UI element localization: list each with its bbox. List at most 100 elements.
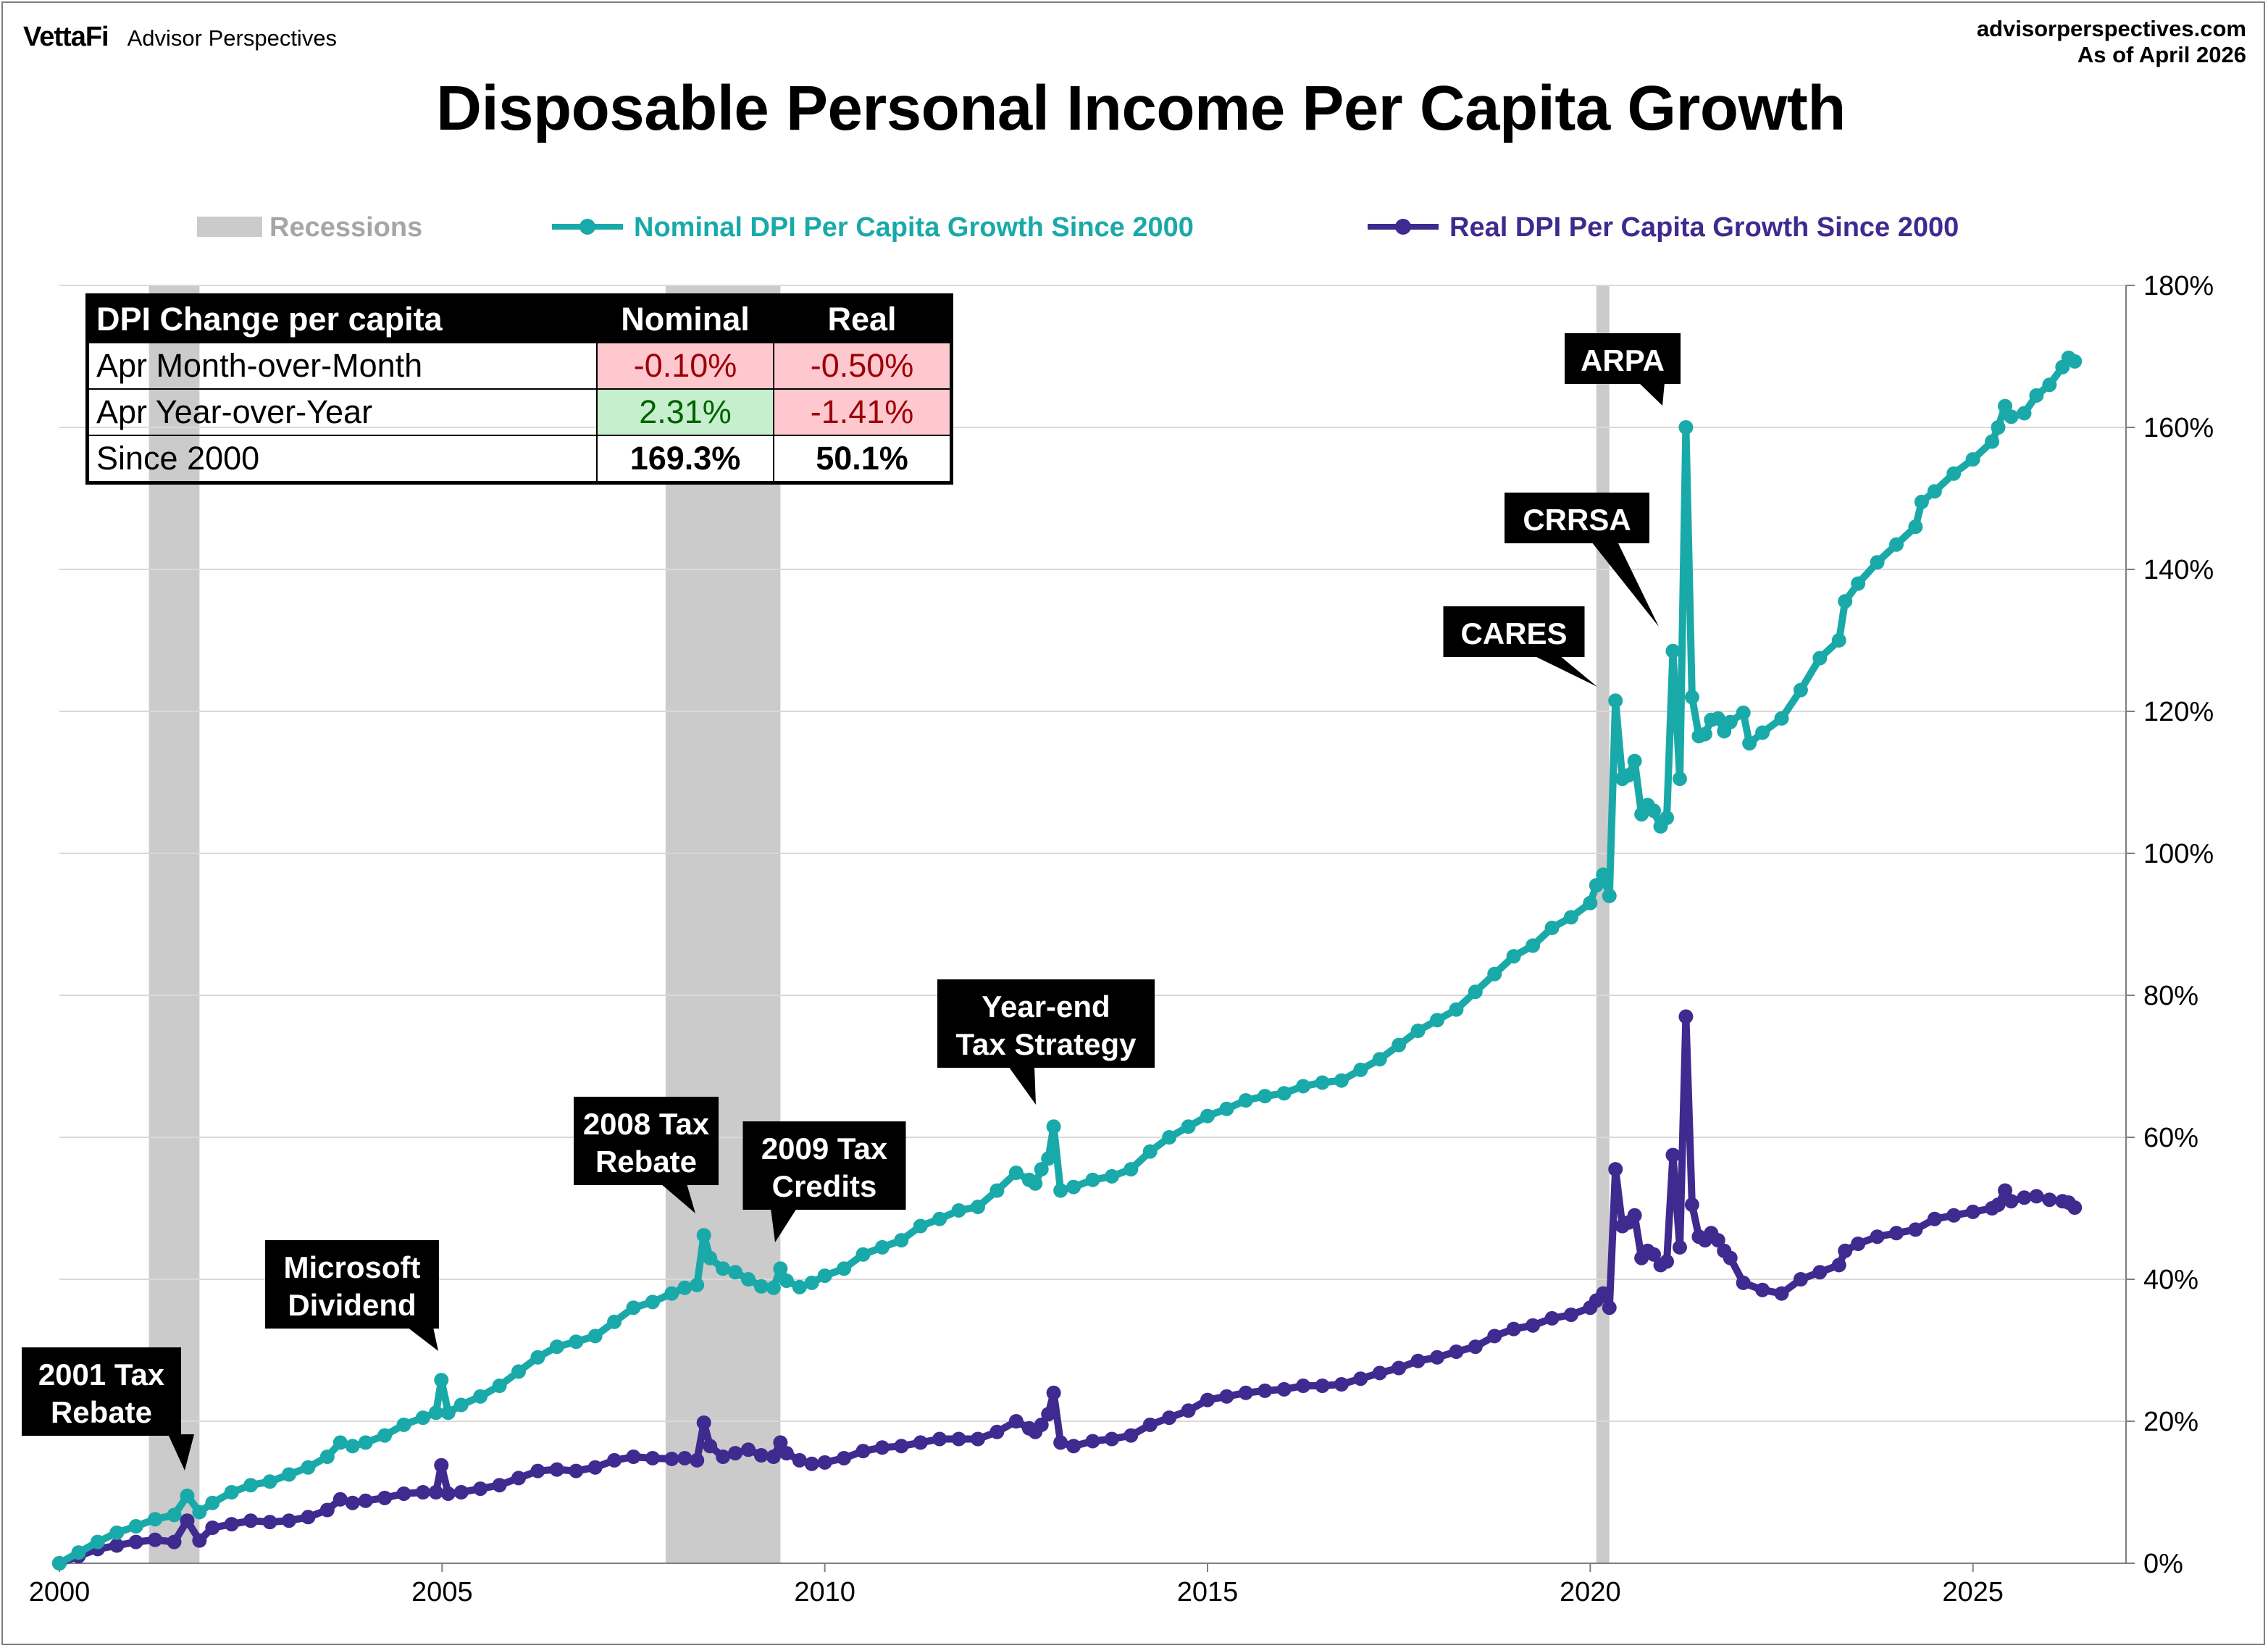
x-tick-label: 2025 [1942, 1577, 2004, 1607]
data-point [913, 1435, 928, 1450]
callout-pointer [661, 1184, 695, 1213]
data-point [1181, 1403, 1196, 1418]
data-point [396, 1417, 411, 1432]
data-point [855, 1247, 871, 1262]
data-point [1468, 984, 1483, 1000]
data-point [1602, 888, 1617, 903]
callout: ARPA [1565, 333, 1681, 406]
data-point [301, 1460, 316, 1475]
data-point [415, 1410, 430, 1426]
y-tick-label: 100% [2143, 839, 2214, 869]
data-point [530, 1350, 545, 1365]
data-point [766, 1450, 781, 1464]
data-point [1276, 1381, 1292, 1397]
data-point [1985, 434, 2000, 449]
callout-label: Microsoft [284, 1250, 421, 1284]
callout: CRRSA [1505, 493, 1659, 627]
callout-box [574, 1097, 719, 1185]
table-cell: Apr Month-over-Month [86, 342, 598, 390]
data-point [971, 1200, 985, 1215]
data-point [1946, 466, 1962, 481]
source-site: advisorperspectives.com [1976, 16, 2246, 41]
data-point [1870, 1229, 1885, 1245]
data-point [492, 1379, 507, 1393]
data-point [1583, 895, 1598, 911]
table-cell: -1.41% [773, 388, 953, 436]
x-tick-label: 2010 [794, 1577, 855, 1607]
y-tick-label: 60% [2143, 1123, 2198, 1153]
data-point [817, 1455, 832, 1470]
data-point [1008, 1414, 1024, 1429]
data-point [874, 1239, 890, 1255]
source-block: advisorperspectives.com As of April 2026 [1977, 16, 2246, 68]
data-point [453, 1397, 469, 1413]
data-point [677, 1450, 692, 1465]
data-point [109, 1525, 125, 1540]
y-tick-label: 80% [2143, 981, 2198, 1011]
chart-title: Disposable Personal Income Per Capita Gr… [436, 73, 1846, 143]
data-point [52, 1556, 67, 1570]
data-point [753, 1279, 769, 1294]
callout-pointer [771, 1208, 797, 1242]
data-point [855, 1444, 871, 1459]
data-point [1353, 1062, 1368, 1077]
data-point [428, 1405, 443, 1421]
data-point [989, 1183, 1005, 1198]
data-point [1812, 1265, 1828, 1280]
data-point [1838, 594, 1853, 609]
data-point [607, 1452, 622, 1468]
data-point [192, 1533, 207, 1548]
data-point [1755, 1282, 1770, 1297]
data-point [1665, 1147, 1681, 1163]
data-point [1334, 1073, 1349, 1088]
callout-box [1565, 333, 1681, 384]
data-point [1258, 1089, 1273, 1104]
data-point [205, 1495, 220, 1510]
data-point [1162, 1410, 1177, 1426]
y-tick-label: 120% [2143, 697, 2214, 727]
data-point [837, 1261, 852, 1276]
data-point [434, 1373, 449, 1388]
data-point [549, 1339, 564, 1355]
data-point [262, 1515, 277, 1530]
data-point [1296, 1079, 1311, 1094]
callout-label: Year-end [982, 990, 1110, 1024]
x-tick-label: 2020 [1560, 1577, 1621, 1607]
data-point [1123, 1162, 1139, 1177]
data-point [690, 1277, 705, 1292]
table-row: Apr Month-over-Month -0.10% -0.50% [86, 342, 953, 390]
data-point [1889, 537, 1904, 552]
data-point [1296, 1379, 1311, 1393]
table-row: Apr Year-over-Year 2.31% -1.41% [86, 388, 953, 436]
callout-label: CRRSA [1523, 503, 1631, 537]
data-point [1487, 966, 1502, 982]
data-point [345, 1495, 360, 1510]
data-point [1774, 711, 1789, 726]
table-cell: -0.50% [773, 342, 953, 390]
data-point [779, 1273, 794, 1288]
data-point [932, 1431, 947, 1447]
table-header: Nominal [596, 294, 774, 343]
data-point [792, 1452, 807, 1468]
table-cell: -0.10% [596, 342, 774, 390]
as-of-date: As of April 2026 [2077, 42, 2246, 67]
data-point [971, 1431, 985, 1447]
data-point [1066, 1439, 1081, 1454]
data-point [1998, 398, 2013, 414]
data-point [1627, 753, 1642, 769]
legend-swatch-recessions [197, 217, 262, 237]
data-point [1041, 1407, 1056, 1422]
data-point [1449, 1002, 1464, 1017]
data-point [1646, 803, 1662, 819]
data-point [1315, 1075, 1330, 1090]
data-point [1123, 1428, 1139, 1443]
data-point [1596, 1286, 1611, 1301]
data-point [377, 1428, 393, 1443]
data-point [180, 1513, 195, 1528]
data-point [1838, 1243, 1853, 1258]
data-point [1258, 1383, 1273, 1398]
data-point [1034, 1162, 1049, 1177]
callout-label: ARPA [1581, 343, 1665, 377]
